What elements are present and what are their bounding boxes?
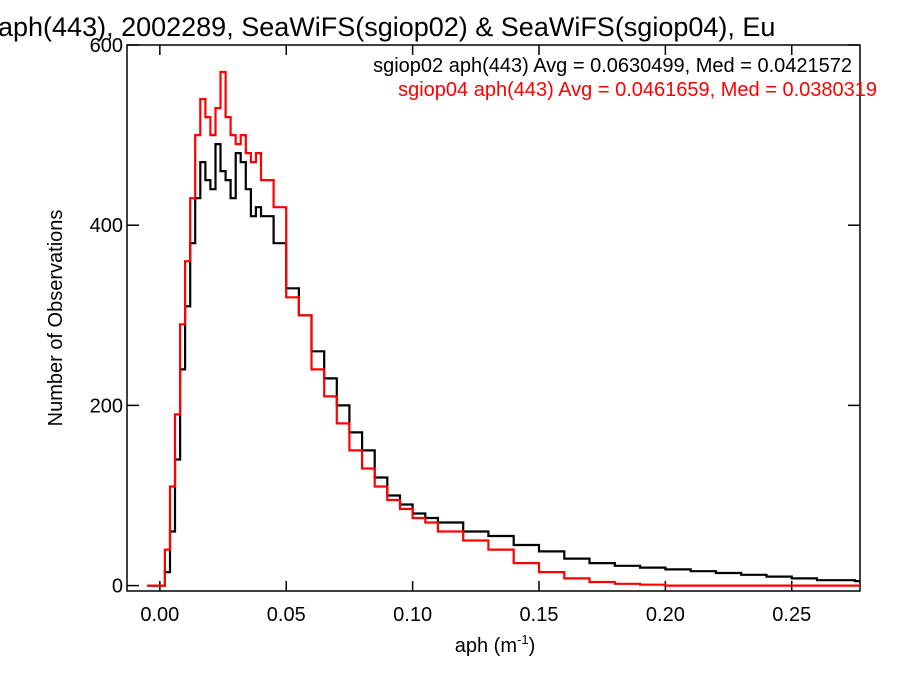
y-tick-label: 600 [90, 35, 123, 57]
y-axis-ticks: 0 200 400 600 [90, 35, 860, 598]
x-tick-label: 0.10 [393, 604, 432, 626]
plot-frame [126, 44, 861, 592]
chart-title: aph(443), 2002289, SeaWiFS(sgiop02) & Se… [0, 12, 775, 42]
x-tick-label: 0.00 [140, 604, 179, 626]
x-axis-label-main: aph (m [455, 635, 517, 657]
x-axis-label-close: ) [529, 635, 536, 657]
y-tick-label: 0 [112, 576, 123, 598]
x-axis-label: aph (m-1) [455, 632, 535, 657]
y-tick-label: 400 [90, 215, 123, 237]
y-axis-label: Number of Observations [45, 210, 67, 427]
series-sgiop02-line [147, 143, 860, 587]
stats-line-1: sgiop02 aph(443) Avg = 0.0630499, Med = … [373, 55, 852, 77]
y-tick-label: 200 [90, 395, 123, 417]
stats-line-2: sgiop04 aph(443) Avg = 0.0461659, Med = … [398, 79, 877, 101]
series-sgiop04-line [147, 70, 860, 587]
x-tick-label: 0.20 [646, 604, 685, 626]
x-tick-label: 0.25 [772, 604, 811, 626]
series-layer [147, 70, 860, 587]
x-axis-ticks: 0.00 0.05 0.10 0.15 0.20 0.25 [140, 45, 811, 626]
x-axis-label-superscript: -1 [517, 632, 529, 647]
x-tick-label: 0.15 [520, 604, 559, 626]
x-tick-label: 0.05 [267, 604, 306, 626]
